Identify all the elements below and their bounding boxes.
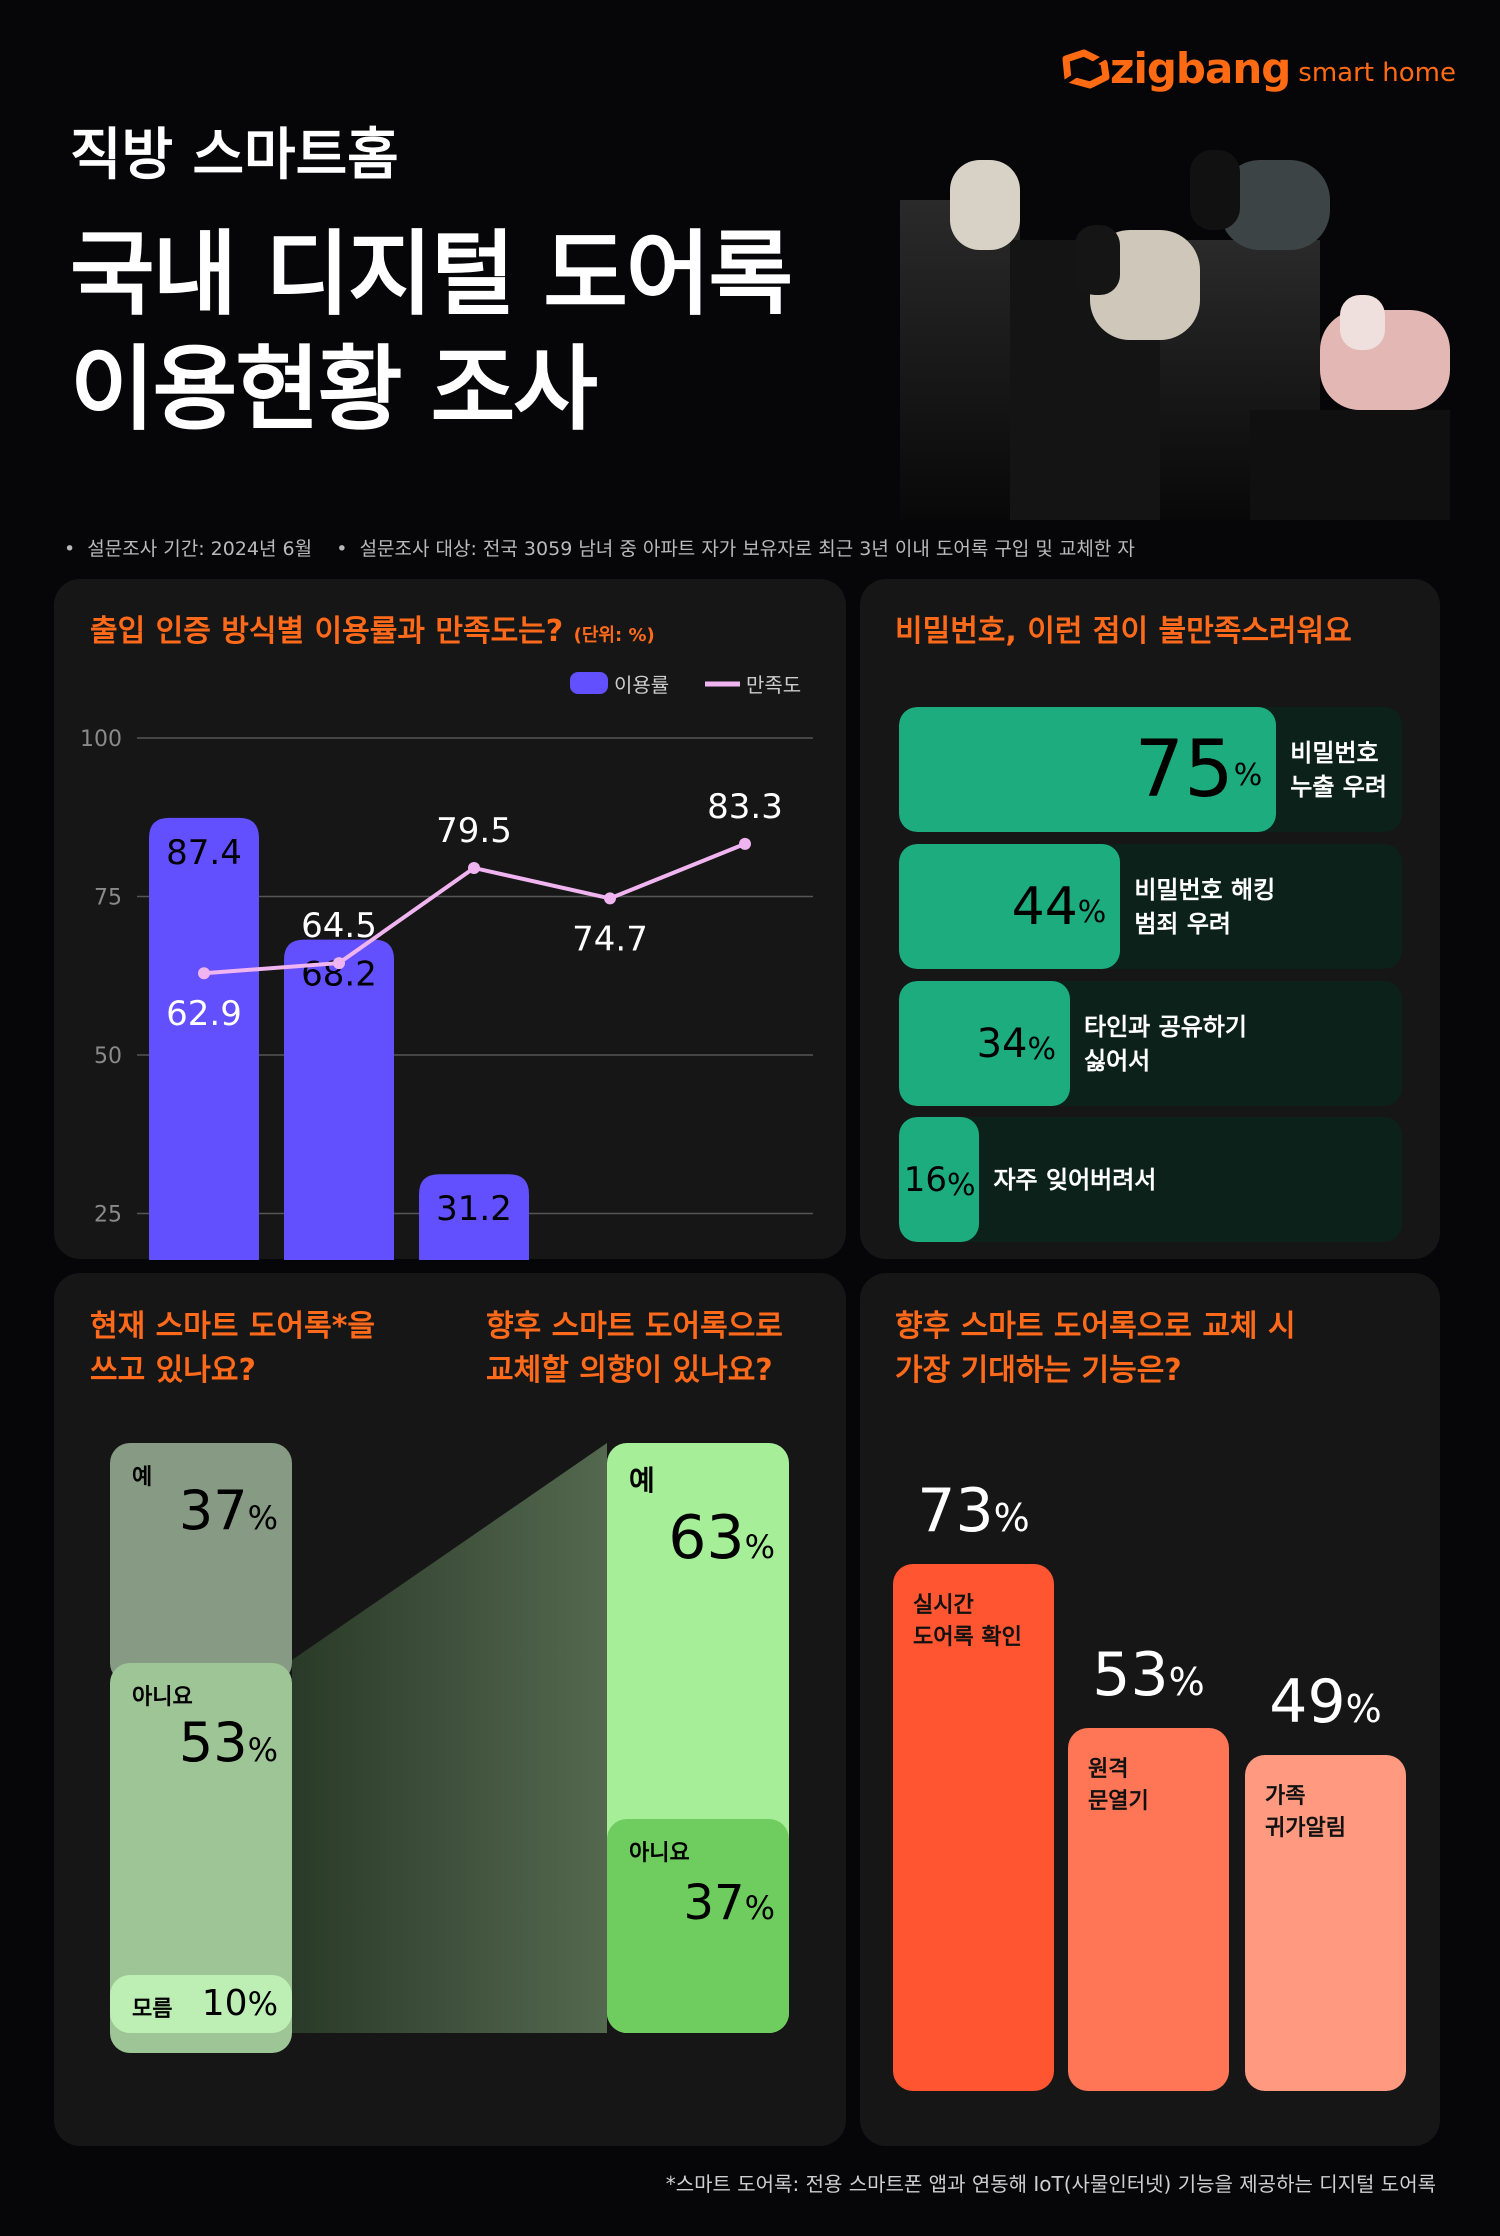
segment-value: 53% [178,1711,278,1774]
brand-name: zigbang [1110,44,1291,93]
bar-usage [149,817,259,1260]
brand-sub: smart home [1298,57,1456,88]
segment-label: 아니요 [629,1841,690,1866]
point-value-label: 74.7 [572,919,648,959]
legend-label-usage: 이용률 [614,673,669,697]
point-value-label: 62.9 [166,994,242,1034]
feature-value: 53% [1092,1639,1205,1710]
feature-bar: 가족 귀가알림 [1245,1754,1406,2091]
complaint-value: 16% [903,1159,976,1204]
complaint-bar-fill [899,844,1121,969]
point-satisfaction [604,892,616,905]
chart3-title-right: 향후 스마트 도어록으로 교체할 의향이 있나요? [486,1309,783,1388]
y-tick-label: 100 [80,727,122,752]
feature-bar: 원격 문열기 [1068,1727,1229,2091]
segment-value: 63% [668,1503,775,1573]
zigbang-logo-icon [1062,49,1110,88]
point-satisfaction [739,837,751,850]
legend-swatch-usage [570,672,608,694]
point-satisfaction [198,967,210,980]
feature-value: 49% [1269,1666,1382,1737]
segment-value: 10% [201,1983,278,2024]
y-tick-label: 25 [94,1203,122,1228]
feature-label: 원격 문열기 [1088,1756,1149,1814]
usage-satisfaction-chart: 0255075100이용률만족도87.4비밀번호68.2RF키태그31.2지문인… [80,672,813,1260]
segment-label: 모름 [132,1997,173,2022]
complaint-value: 75% [1134,724,1263,815]
complaint-bar: 16% 자주 잊어버려서 [899,1117,1402,1242]
feature-value: 73% [917,1476,1030,1546]
point-value-label: 64.5 [301,906,377,946]
complaint-label: 비밀번호 해킹 범죄 우려 [1134,875,1276,938]
feature-label: 가족 귀가알림 [1265,1783,1346,1841]
segment-label: 예 [132,1465,153,1490]
product-image [900,150,1450,520]
complaint-bar-fill [899,981,1071,1106]
chart1-unit: (단위: %) [573,625,655,646]
complaint-label: 자주 잊어버려서 [993,1165,1157,1194]
chart1-title-text: 출입 인증 방식별 이용률과 만족도는? [90,614,564,649]
complaint-bar-fill [899,707,1277,832]
header-title-line1: 국내 디지털 도어록 [70,221,793,328]
brand-logo: zigbang smart home [1060,44,1456,93]
segment-모름: 모름 10% [110,1975,292,2033]
point-satisfaction [333,957,345,970]
chart4-title: 향후 스마트 도어록으로 교체 시 가장 기대하는 기능은? [895,1309,1296,1388]
y-tick-label: 75 [94,886,122,911]
bar-usage [284,939,394,1260]
y-tick-label: 50 [94,1044,122,1069]
point-value-label: 83.3 [707,787,783,827]
segment-예: 예 37% [110,1443,292,1683]
chart2-title: 비밀번호, 이런 점이 불만족스러워요 [895,614,1352,649]
chart3-title-left: 현재 스마트 도어록*을 쓰고 있나요? [90,1309,375,1388]
bar-usage [419,1174,529,1260]
complaint-label: 타인과 공유하기 싫어서 [1084,1012,1247,1075]
header-subtitle: 직방 스마트홈 [70,123,399,188]
segment-label: 예 [629,1464,655,1497]
footnote: *스마트 도어록: 전용 스마트폰 앱과 연동해 IoT(사물인터넷) 기능을 … [665,2172,1436,2196]
segment-label: 아니요 [132,1685,193,1710]
point-satisfaction [468,861,480,874]
survey-target: 설문조사 대상: 전국 3059 남녀 중 아파트 자가 보유자로 최근 3년 … [359,538,1135,560]
legend-label-satisfaction: 만족도 [746,673,801,697]
segment-아니요: 아니요 37% [607,1819,789,2033]
feature-bar: 실시간 도어록 확인 [893,1564,1054,2091]
complaint-label: 비밀번호 누출 우려 [1290,738,1387,801]
survey-period: 설문조사 기간: 2024년 6월 [87,538,313,560]
bar-value-label: 87.4 [166,833,242,873]
complaint-bar-fill [899,1117,980,1242]
complaint-bar: 75% 비밀번호 누출 우려 [899,707,1402,832]
chart1-title: 출입 인증 방식별 이용률과 만족도는? (단위: %) [90,610,655,658]
point-value-label: 79.5 [436,811,512,851]
survey-meta: • 설문조사 기간: 2024년 6월 • 설문조사 대상: 전국 3059 남… [64,538,1135,560]
segment-value: 37% [683,1875,775,1931]
segment-value: 37% [178,1479,278,1542]
bar-value-label: 31.2 [436,1189,512,1229]
complaint-bar: 44% 비밀번호 해킹 범죄 우려 [899,844,1402,969]
header-title-line2: 이용현황 조사 [70,336,598,443]
feature-label: 실시간 도어록 확인 [913,1593,1022,1650]
complaint-value: 44% [1011,876,1107,937]
complaint-value: 34% [976,1020,1057,1068]
complaint-bar: 34% 타인과 공유하기 싫어서 [899,981,1402,1106]
funnel-connector [292,1443,607,2033]
